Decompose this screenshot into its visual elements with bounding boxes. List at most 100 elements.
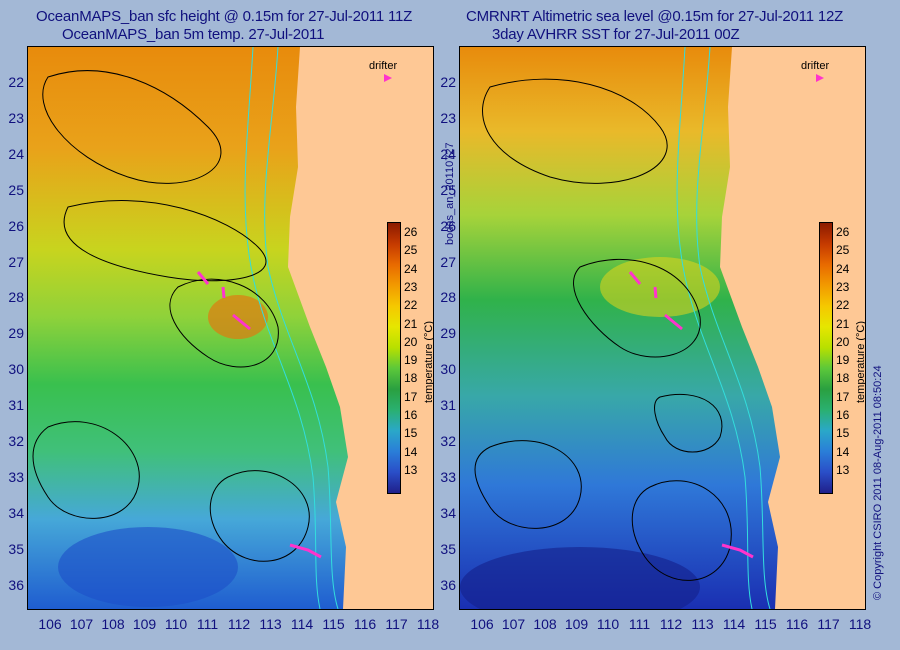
run-id-label: bodas_an_20110727 [444, 142, 456, 245]
drifter-legend-label: drifter [801, 60, 830, 72]
drifter-track [196, 271, 251, 331]
latitude-tick-label: 26 [8, 217, 24, 234]
longitude-tick-label: 118 [416, 616, 440, 632]
longitude-tick-label: 112 [227, 616, 251, 632]
longitude-tick-label: 117 [385, 616, 408, 632]
right-title-line1: CMRNRT Altimetric sea level @0.15m for 2… [466, 8, 844, 25]
latitude-tick-label: 24 [440, 145, 456, 162]
height-contour [42, 70, 222, 184]
longitude-tick-label: 106 [470, 616, 494, 632]
longitude-tick-label: 106 [38, 616, 62, 632]
latitude-tick-label: 22 [8, 74, 24, 90]
colorbar-tick-label: 19 [404, 353, 418, 368]
height-contour [631, 480, 732, 581]
longitude-tick-label: 113 [259, 616, 282, 632]
colorbar-tick-label: 18 [836, 371, 850, 386]
longitude-tick-label: 113 [691, 616, 714, 632]
drifter-track [721, 543, 754, 559]
colorbar-tick-label: 17 [836, 389, 850, 404]
height-contour [482, 78, 668, 184]
colorbar-tick-label: 22 [836, 298, 850, 313]
latitude-tick-label: 28 [8, 289, 24, 306]
latitude-tick-label: 33 [8, 468, 24, 485]
colorbar-tick-label: 15 [836, 426, 850, 441]
colorbar-tick-label: 17 [404, 389, 418, 404]
height-contour [654, 393, 723, 453]
colorbar-tick-label: 25 [836, 243, 850, 258]
isobath-line [696, 47, 771, 609]
height-contour [63, 200, 267, 282]
drifter-track [628, 271, 683, 331]
latitude-tick-label: 29 [440, 325, 456, 342]
latitude-tick-label: 28 [440, 289, 456, 306]
longitude-tick-label: 109 [564, 616, 589, 632]
left-title-line2: OceanMAPS_ban 5m temp. 27-Jul-2011 [62, 26, 325, 43]
latitude-tick-label: 32 [8, 433, 24, 449]
colorbar-tick-label: 16 [836, 408, 850, 422]
longitude-tick-label: 110 [164, 616, 188, 632]
longitude-tick-label: 107 [501, 616, 526, 632]
left-title-line1: OceanMAPS_ban sfc height @ 0.15m for 27-… [36, 8, 413, 25]
height-contour [474, 440, 582, 529]
colorbar-left: 26 25 24 23 22 21 20 19 18 17 16 15 14 13 temperature … [387, 222, 433, 494]
latitude-tick-label: 32 [440, 433, 456, 449]
longitude-tick-label: 116 [353, 616, 377, 632]
left-map-panel: drifter 26 25 24 23 22 21 20 19 18 17 16 15 14 13 temp… [27, 46, 434, 610]
height-contour [32, 421, 140, 519]
colorbar-tick-label: 13 [836, 462, 850, 477]
latitude-tick-label: 30 [440, 361, 456, 378]
latitude-tick-label: 24 [8, 145, 24, 162]
colorbar-tick-label: 15 [404, 426, 418, 441]
colorbar-tick-label: 25 [404, 243, 418, 258]
colorbar-title: temperature (°C) [855, 320, 866, 403]
latitude-tick-label: 31 [8, 397, 24, 414]
latitude-tick-label: 25 [440, 181, 456, 198]
latitude-tick-label: 34 [8, 504, 24, 521]
colorbar-tick-label: 19 [836, 353, 850, 368]
colorbar-tick-label: 14 [404, 444, 418, 459]
latitude-tick-label: 27 [440, 253, 456, 270]
latitude-tick-label: 23 [440, 109, 456, 126]
colorbar-tick-label: 21 [404, 316, 418, 331]
warm-patch [600, 257, 720, 317]
colorbar-tick-label: 24 [404, 261, 418, 276]
colorbar-tick-label: 20 [404, 334, 418, 349]
longitude-tick-label: 112 [659, 616, 683, 632]
longitude-tick-label: 109 [132, 616, 157, 632]
longitude-tick-label: 108 [533, 616, 557, 632]
colorbar-tick-label: 13 [404, 462, 418, 477]
latitude-tick-label: 25 [8, 181, 24, 198]
colorbar-tick-label: 22 [404, 298, 418, 313]
drifter-marker [816, 74, 824, 82]
isobath-line [264, 47, 339, 609]
latitude-tick-label: 31 [440, 397, 456, 414]
cold-patch [460, 547, 700, 609]
height-contour [573, 258, 701, 358]
warm-eddy [208, 295, 268, 339]
longitude-tick-label: 115 [754, 616, 777, 632]
latitude-tick-label: 26 [440, 217, 456, 234]
colorbar-tick-label: 14 [836, 444, 850, 459]
isobath-line [676, 47, 753, 609]
colorbar-tick-label: 21 [836, 316, 850, 331]
colorbar-tick-label: 23 [404, 279, 418, 294]
longitude-tick-label: 111 [196, 616, 219, 632]
latitude-tick-label: 29 [8, 325, 24, 342]
latitude-tick-label: 30 [8, 361, 24, 378]
latitude-tick-label: 33 [440, 468, 456, 485]
cool-patch [58, 527, 238, 607]
height-contour [169, 278, 279, 368]
longitude-tick-label: 114 [722, 616, 746, 632]
height-contour [209, 470, 310, 562]
longitude-tick-label: 107 [69, 616, 94, 632]
drifter-legend-label: drifter [369, 60, 398, 72]
colorbar-tick-label: 23 [836, 279, 850, 294]
latitude-tick-label: 35 [440, 540, 456, 557]
colorbar-right: 26 25 24 23 22 21 20 19 18 17 16 15 14 13 temperature … [819, 222, 865, 494]
right-map-panel: drifter 26 25 24 23 22 21 20 19 18 17 16 15 14 13 temp… [459, 46, 866, 610]
latitude-tick-label: 36 [440, 576, 456, 593]
longitude-tick-label: 117 [817, 616, 840, 632]
longitude-tick-label: 110 [596, 616, 620, 632]
left-map-svg [28, 47, 433, 609]
